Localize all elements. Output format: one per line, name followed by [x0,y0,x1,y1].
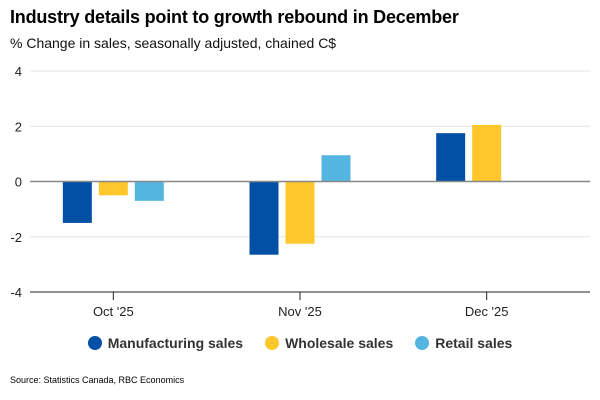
y-tick-label: 0 [15,175,22,190]
bar-manufacturing-sales [436,133,466,182]
bar-manufacturing-sales [62,181,92,223]
legend: Manufacturing sales Wholesale sales Reta… [0,335,600,351]
legend-item-manufacturing[interactable]: Manufacturing sales [87,335,244,351]
legend-marker-wholesale [265,336,280,350]
legend-label: Wholesale sales [285,335,394,351]
y-tick-label: -4 [10,285,22,300]
source-note: Source: Statistics Canada, RBC Economics [10,375,185,385]
legend-marker-manufacturing [87,336,102,350]
legend-marker-retail [415,336,430,350]
bar-manufacturing-sales [249,181,279,255]
chart-subtitle: % Change in sales, seasonally adjusted, … [10,35,337,51]
chart-area: 4 2 0 -2 -4 Oct '25 Nov '25 Dec '25 [10,64,590,319]
bar-wholesale-sales [285,181,315,244]
legend-item-wholesale[interactable]: Wholesale sales [265,335,393,351]
bar-retail-sales [134,181,164,201]
y-tick-label: 2 [15,119,22,134]
legend-item-retail[interactable]: Retail sales [415,335,512,351]
bar-wholesale-sales [98,181,128,196]
bar-wholesale-sales [472,124,502,182]
x-tick-label: Dec '25 [465,304,509,319]
x-tick-label: Oct '25 [93,304,134,319]
bar-retail-sales [321,155,351,182]
x-tick-label: Nov '25 [278,304,322,319]
legend-label: Retail sales [435,335,513,351]
y-tick-label: 4 [15,64,22,79]
legend-label: Manufacturing sales [107,335,244,351]
chart-title: Industry details point to growth rebound… [10,7,459,27]
y-tick-label: -2 [10,230,22,245]
